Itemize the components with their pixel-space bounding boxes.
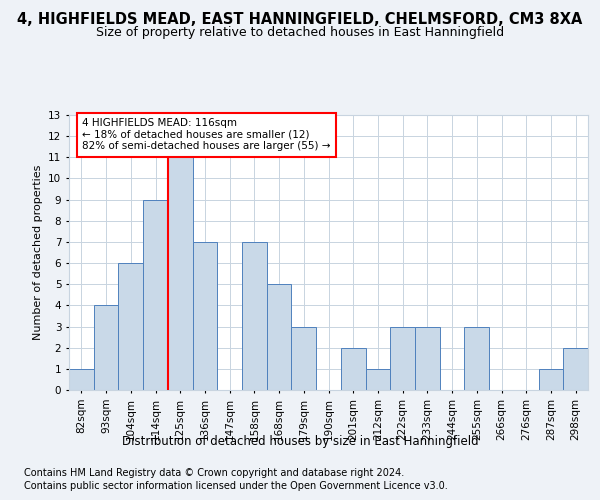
Bar: [267, 284, 292, 390]
Text: 4, HIGHFIELDS MEAD, EAST HANNINGFIELD, CHELMSFORD, CM3 8XA: 4, HIGHFIELDS MEAD, EAST HANNINGFIELD, C…: [17, 12, 583, 28]
Text: Contains HM Land Registry data © Crown copyright and database right 2024.: Contains HM Land Registry data © Crown c…: [24, 468, 404, 477]
Text: 4 HIGHFIELDS MEAD: 116sqm
← 18% of detached houses are smaller (12)
82% of semi-: 4 HIGHFIELDS MEAD: 116sqm ← 18% of detac…: [82, 118, 331, 152]
Bar: [143, 200, 168, 390]
Bar: [365, 369, 390, 390]
Bar: [292, 326, 316, 390]
Bar: [118, 263, 143, 390]
Text: Distribution of detached houses by size in East Hanningfield: Distribution of detached houses by size …: [122, 435, 478, 448]
Bar: [563, 348, 588, 390]
Bar: [168, 158, 193, 390]
Y-axis label: Number of detached properties: Number of detached properties: [32, 165, 43, 340]
Bar: [193, 242, 217, 390]
Bar: [69, 369, 94, 390]
Bar: [94, 306, 118, 390]
Bar: [415, 326, 440, 390]
Bar: [464, 326, 489, 390]
Text: Contains public sector information licensed under the Open Government Licence v3: Contains public sector information licen…: [24, 481, 448, 491]
Bar: [341, 348, 365, 390]
Bar: [390, 326, 415, 390]
Bar: [242, 242, 267, 390]
Text: Size of property relative to detached houses in East Hanningfield: Size of property relative to detached ho…: [96, 26, 504, 39]
Bar: [539, 369, 563, 390]
